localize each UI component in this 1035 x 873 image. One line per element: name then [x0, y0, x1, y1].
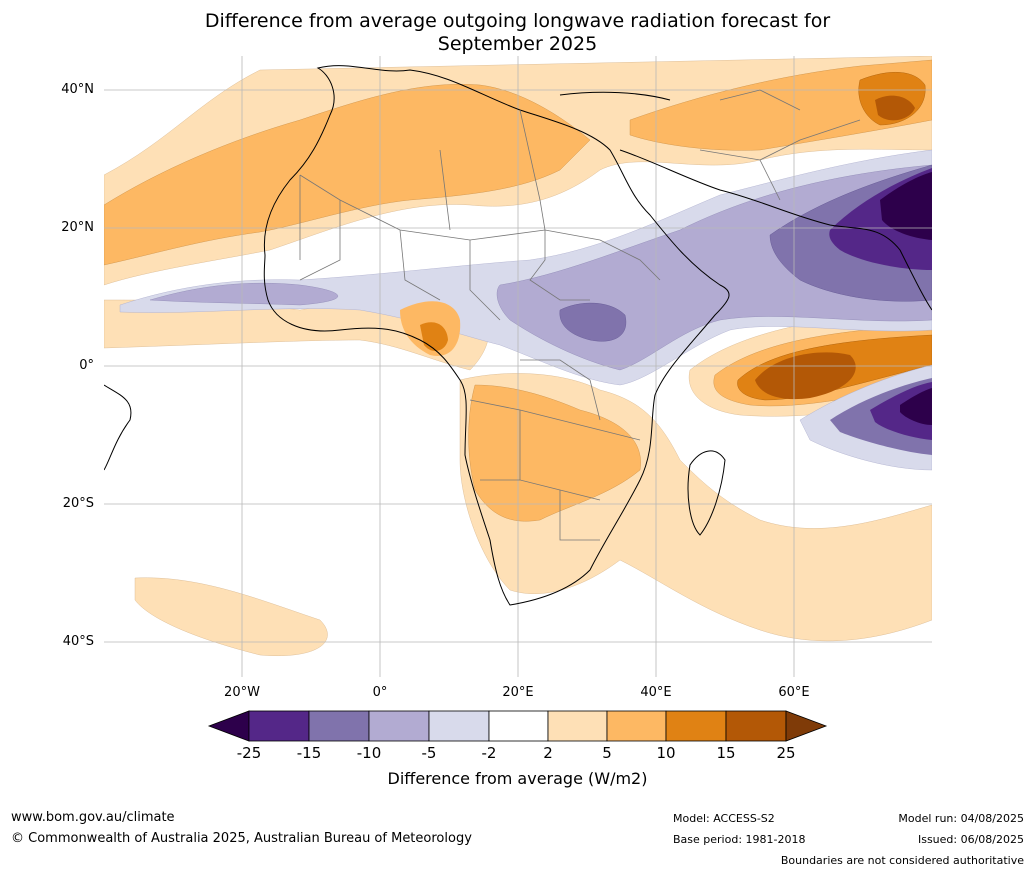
lon-label-20e: 20°E [502, 685, 534, 700]
anomaly-iran-darkest [875, 95, 915, 121]
colorbar-tick: -2 [481, 744, 497, 762]
colorbar-title: Difference from average (W/m2) [387, 769, 648, 788]
anomaly-negative-mid [559, 164, 932, 342]
lon-label-40e: 40°E [640, 685, 672, 700]
footer-base-period: Base period: 1981-2018 [673, 833, 806, 846]
lon-label-60e: 60°E [778, 685, 810, 700]
anomaly-negative-darkest [880, 172, 932, 240]
footer-model: Model: ACCESS-S2 [673, 812, 775, 825]
lon-label-0: 0° [372, 685, 388, 700]
colorbar-tick: 5 [602, 744, 612, 762]
map-gridlines [104, 56, 932, 677]
anomaly-negative-light [149, 164, 932, 371]
anomaly-sahara-mid [104, 84, 591, 266]
colorbar-tick: -10 [356, 744, 382, 762]
colorbar [207, 710, 828, 742]
colorbar-tick: -25 [236, 744, 262, 762]
anomaly-southafrica-mid [468, 384, 641, 522]
colorbar-tick: 10 [656, 744, 676, 762]
footer-disclaimer: Boundaries are not considered authoritat… [780, 854, 1024, 867]
coastlines [104, 65, 932, 606]
chart-title: Difference from average outgoing longwav… [0, 10, 1035, 56]
lon-label-20w: 20°W [224, 685, 260, 700]
anomaly-southindian-darkest [900, 388, 932, 425]
lat-label-0: 0° [79, 358, 94, 373]
country-borders [299, 89, 861, 541]
title-line-1: Difference from average outgoing longwav… [204, 10, 831, 32]
lat-label-20s: 20°S [62, 496, 94, 511]
colorbar-tick: 25 [776, 744, 796, 762]
colorbar-bin-3 [368, 710, 430, 742]
lat-label-40n: 40°N [61, 82, 94, 97]
colorbar-bin-4 [428, 710, 490, 742]
lat-label-40s: 40°S [62, 634, 94, 649]
anomaly-mideast-mid [629, 59, 932, 151]
colorbar-bin-6 [547, 710, 608, 742]
colorbar-tick: 15 [716, 744, 736, 762]
colorbar-min-extension [207, 710, 250, 742]
colorbar-bin-8 [665, 710, 727, 742]
colorbar-bin-7 [606, 710, 667, 742]
title-line-2: September 2025 [437, 33, 598, 55]
footer-issued: Issued: 06/08/2025 [917, 833, 1024, 846]
colorbar-bin-5 [488, 710, 549, 742]
colorbar-max-extension [785, 710, 828, 742]
anomaly-southatlantic-light [134, 577, 328, 656]
colorbar-bin-2 [308, 710, 370, 742]
anomaly-indian-darkest [755, 352, 856, 400]
footer-model-run: Model run: 04/08/2025 [898, 812, 1024, 825]
footer-copyright: © Commonwealth of Australia 2025, Austra… [11, 831, 472, 846]
footer-url[interactable]: www.bom.gov.au/climate [11, 810, 175, 825]
colorbar-tick: -15 [296, 744, 322, 762]
colorbar-bin-1 [248, 710, 310, 742]
lat-label-20n: 20°N [61, 220, 94, 235]
colorbar-bin-9 [725, 710, 787, 742]
colorbar-tick: 2 [543, 744, 553, 762]
colorbar-tick: -5 [421, 744, 437, 762]
